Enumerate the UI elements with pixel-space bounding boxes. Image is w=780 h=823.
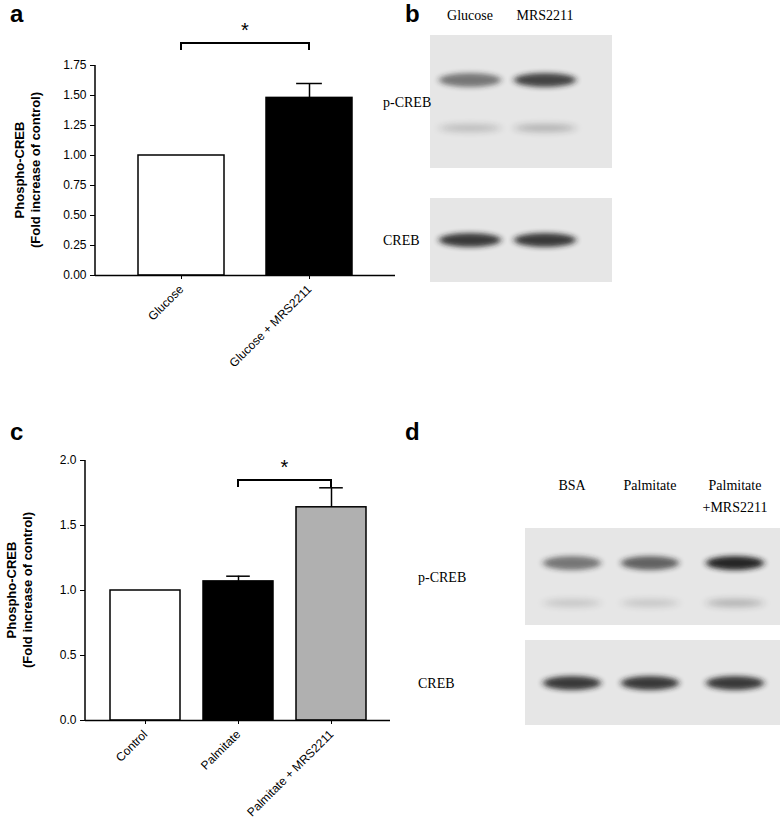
svg-text:*: * xyxy=(241,19,249,41)
svg-text:Glucose: Glucose xyxy=(447,8,493,23)
svg-text:1.50: 1.50 xyxy=(63,88,87,102)
svg-text:MRS2211: MRS2211 xyxy=(516,8,573,23)
svg-text:d: d xyxy=(405,418,420,445)
svg-text:CREB: CREB xyxy=(418,676,455,691)
svg-text:p-CREB: p-CREB xyxy=(418,570,466,585)
svg-text:Palmitate: Palmitate xyxy=(624,478,677,493)
svg-text:0.5: 0.5 xyxy=(60,648,77,662)
svg-text:Phospho-CREB(Fold increase of: Phospho-CREB(Fold increase of control) xyxy=(4,512,35,668)
svg-text:BSA: BSA xyxy=(558,478,586,493)
svg-text:*: * xyxy=(281,456,289,478)
svg-text:Glucose: Glucose xyxy=(145,282,186,323)
svg-text:CREB: CREB xyxy=(383,233,420,248)
svg-text:p-CREB: p-CREB xyxy=(383,95,431,110)
svg-text:Control: Control xyxy=(113,727,150,764)
svg-text:1.25: 1.25 xyxy=(63,118,87,132)
svg-text:Palmitate+MRS2211: Palmitate+MRS2211 xyxy=(703,478,768,515)
svg-text:1.00: 1.00 xyxy=(63,148,87,162)
svg-text:c: c xyxy=(10,418,23,445)
svg-text:0.25: 0.25 xyxy=(63,238,87,252)
svg-text:Palmitate: Palmitate xyxy=(198,727,244,773)
svg-text:b: b xyxy=(405,0,420,27)
svg-text:1.0: 1.0 xyxy=(60,583,77,597)
svg-text:0.75: 0.75 xyxy=(63,178,87,192)
svg-text:a: a xyxy=(10,0,24,27)
svg-text:1.75: 1.75 xyxy=(63,58,87,72)
svg-text:2.0: 2.0 xyxy=(60,453,77,467)
svg-text:1.5: 1.5 xyxy=(60,518,77,532)
svg-text:Phospho-CREB(Fold increase of: Phospho-CREB(Fold increase of control) xyxy=(12,92,43,248)
svg-text:Glucose + MRS2211: Glucose + MRS2211 xyxy=(227,282,315,370)
svg-text:0.00: 0.00 xyxy=(63,268,87,282)
svg-text:0.50: 0.50 xyxy=(63,208,87,222)
svg-text:Palmitate + MRS2211: Palmitate + MRS2211 xyxy=(244,727,336,819)
svg-text:0.0: 0.0 xyxy=(60,713,77,727)
